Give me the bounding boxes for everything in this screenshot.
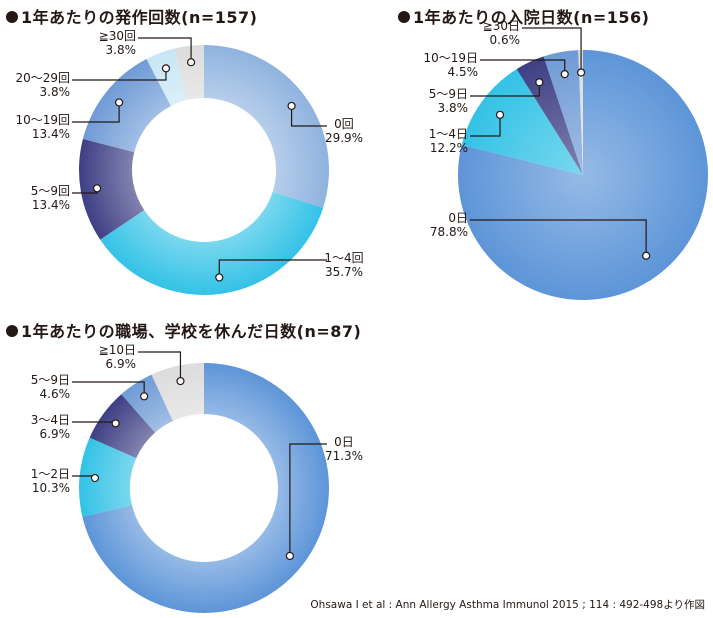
- category-label: 1～4回: [324, 251, 363, 265]
- value-label: 10.3%: [32, 481, 70, 495]
- leader-dot: [176, 376, 185, 386]
- category-label: 5～9日: [429, 87, 468, 101]
- category-label: 0回: [334, 117, 354, 131]
- leader-line: [522, 27, 582, 73]
- leader-dot: [495, 110, 505, 119]
- value-label: 13.4%: [32, 198, 70, 212]
- value-label: 4.6%: [40, 387, 71, 401]
- leader-line: [470, 82, 540, 97]
- bullet-icon: [6, 325, 18, 337]
- donut-shading: [458, 50, 708, 300]
- value-label: 3.8%: [40, 85, 71, 99]
- value-label: 35.7%: [325, 265, 363, 279]
- category-label: 10～19日: [423, 51, 478, 65]
- donut-shading: [79, 45, 329, 295]
- leader-line: [480, 59, 566, 75]
- value-label: 71.3%: [325, 449, 363, 463]
- leader-dot: [560, 70, 569, 79]
- leader-line: [290, 105, 327, 127]
- leader-line: [138, 351, 182, 382]
- leader-dot: [215, 273, 224, 282]
- donut-shading: [79, 363, 329, 613]
- bullet-icon: [398, 11, 410, 23]
- leader-line: [470, 114, 501, 137]
- chart-2-title: 1年あたりの入院日数(n=156): [398, 4, 649, 28]
- category-label: ≧30回: [99, 29, 136, 43]
- leader-line: [138, 37, 192, 63]
- chart-3-title: 1年あたりの職場、学校を休んだ日数(n=87): [6, 318, 361, 342]
- source-citation: Ohsawa I et al : Ann Allergy Asthma Immu…: [310, 599, 705, 611]
- leader-dot: [115, 98, 124, 107]
- chart-1-title-text: 1年あたりの発作回数(n=157): [21, 8, 258, 27]
- leader-line: [289, 443, 327, 556]
- leader-dot: [285, 551, 294, 561]
- category-label: ≧30日: [483, 19, 520, 33]
- leader-dot: [287, 101, 296, 111]
- category-label: 0日: [448, 211, 468, 225]
- category-label: 10～19回: [15, 113, 70, 127]
- value-label: 4.5%: [448, 65, 479, 79]
- leader-dot: [161, 64, 171, 73]
- bullet-icon: [6, 11, 18, 23]
- leader-dot: [90, 473, 100, 483]
- value-label: 13.4%: [32, 127, 70, 141]
- value-label: 3.8%: [438, 101, 469, 115]
- value-label: 6.9%: [40, 427, 71, 441]
- leader-dot: [642, 251, 651, 260]
- leader-dot: [576, 68, 586, 77]
- value-label: 29.9%: [325, 131, 363, 145]
- leader-line: [218, 259, 327, 278]
- leader-dot: [186, 58, 196, 67]
- leader-dot: [92, 184, 102, 193]
- category-label: 1～4日: [429, 127, 468, 141]
- leader-line: [72, 381, 145, 397]
- value-label: 78.8%: [430, 225, 468, 239]
- category-label: 0日: [334, 435, 354, 449]
- category-label: 3～4日: [31, 413, 70, 427]
- category-label: ≧10日: [99, 343, 136, 357]
- value-label: 12.2%: [430, 141, 468, 155]
- value-label: 3.8%: [106, 43, 137, 57]
- leader-dot: [111, 419, 120, 428]
- chart-1-title: 1年あたりの発作回数(n=157): [6, 4, 257, 28]
- leader-dot: [535, 78, 544, 87]
- category-label: 5～9回: [31, 184, 70, 198]
- chart-3-title-text: 1年あたりの職場、学校を休んだ日数(n=87): [21, 322, 362, 341]
- value-label: 6.9%: [106, 357, 137, 371]
- category-label: 20～29回: [15, 71, 70, 85]
- leader-dot: [140, 392, 149, 401]
- leader-line: [72, 102, 120, 123]
- chart-2-title-text: 1年あたりの入院日数(n=156): [413, 8, 650, 27]
- value-label: 0.6%: [490, 33, 521, 47]
- category-label: 5～9日: [31, 373, 70, 387]
- leader-line: [470, 219, 647, 256]
- category-label: 1～2日: [31, 467, 70, 481]
